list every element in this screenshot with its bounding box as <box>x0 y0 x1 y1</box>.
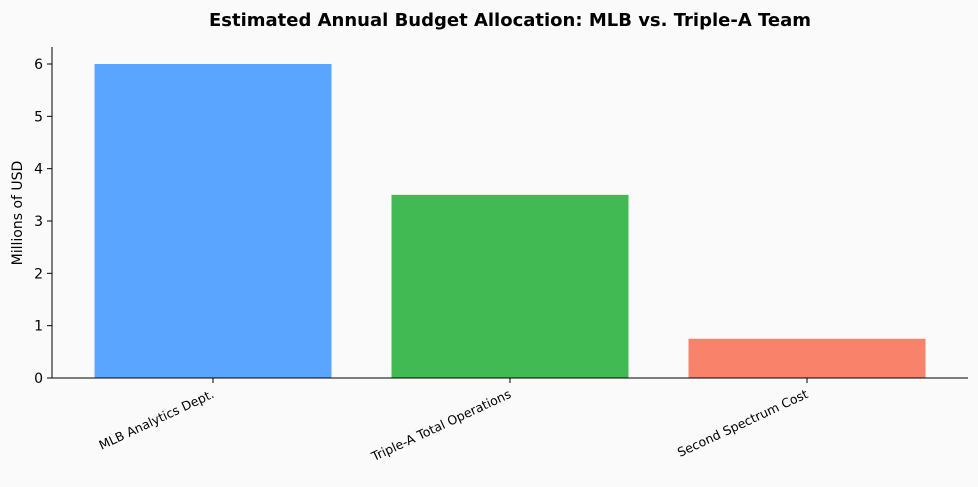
y-axis-ticks: 0 1 2 3 4 5 6 <box>34 57 52 387</box>
y-tick-label: 6 <box>34 57 43 73</box>
y-tick-label: 5 <box>34 109 43 125</box>
x-axis-categories: MLB Analytics Dept. Triple-A Total Operat… <box>96 378 810 464</box>
y-tick-label: 4 <box>34 162 43 178</box>
bars-group <box>94 64 926 378</box>
bar-1 <box>94 64 332 378</box>
y-axis-label: Millions of USD <box>10 161 26 266</box>
y-tick-label: 1 <box>34 319 43 335</box>
x-category-label: Triple-A Total Operations <box>368 386 513 464</box>
y-tick-label: 2 <box>34 266 43 282</box>
bar-2 <box>391 194 629 378</box>
y-tick-label: 3 <box>34 214 43 230</box>
y-tick-label: 0 <box>34 371 43 387</box>
x-category-label: Second Spectrum Cost <box>675 386 810 460</box>
x-category-label: MLB Analytics Dept. <box>96 386 216 452</box>
bar-3 <box>688 338 926 378</box>
chart-title: Estimated Annual Budget Allocation: MLB … <box>209 10 811 31</box>
